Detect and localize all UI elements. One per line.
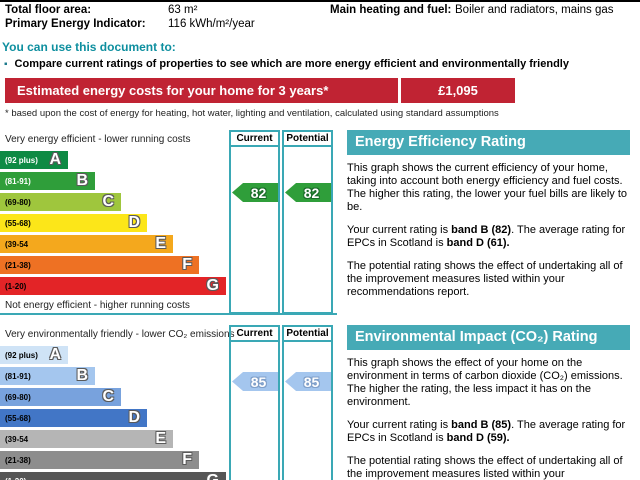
banner-divider	[398, 78, 401, 103]
co2-band-b-letter: B	[76, 367, 88, 384]
co2-potential-header: Potential	[284, 327, 331, 342]
co2-band-d-range: (55-68)	[5, 413, 31, 423]
costs-banner-amount: £1,095	[401, 78, 515, 103]
energy-potential-column: Potential 82	[282, 130, 333, 314]
energy-efficiency-chart: Very energy efficient - lower running co…	[0, 130, 337, 315]
table-top-border	[0, 0, 640, 2]
co2-band-c-letter: C	[102, 388, 114, 405]
energy-band-g-range: (1-20)	[5, 281, 27, 291]
co2-chart-top-label: Very environmentally friendly - lower CO…	[5, 329, 235, 340]
co2-impact-chart: Very environmentally friendly - lower CO…	[0, 325, 337, 480]
use-document-bullet: ▪ Compare current ratings of properties t…	[4, 58, 636, 70]
energy-efficiency-panel: Energy Efficiency Rating This graph show…	[347, 130, 630, 320]
energy-indicator-label: Primary Energy Indicator:	[5, 18, 146, 30]
co2-band-b: (81-91) B	[0, 367, 95, 385]
co2-band-c-range: (69-80)	[5, 392, 31, 402]
energy-average-band-value: band D (61).	[446, 237, 510, 249]
heating-label: Main heating and fuel:	[330, 4, 452, 16]
energy-panel-p2: Your current rating is band B (82). The …	[347, 224, 630, 250]
co2-band-e: (39-54 E	[0, 430, 173, 448]
energy-potential-header: Potential	[284, 132, 331, 147]
co2-current-band-value: band B (85)	[451, 419, 512, 431]
energy-band-e-letter: E	[155, 235, 166, 252]
energy-band-a-letter: A	[49, 151, 61, 168]
heating-value: Boiler and radiators, mains gas	[455, 4, 614, 16]
energy-band-b-letter: B	[76, 172, 88, 189]
co2-potential-arrow: 85	[285, 372, 331, 391]
energy-panel-title: Energy Efficiency Rating	[347, 130, 630, 155]
energy-band-b-range: (81-91)	[5, 176, 31, 186]
energy-chart-top-label: Very energy efficient - lower running co…	[5, 134, 191, 145]
energy-band-d-range: (55-68)	[5, 218, 31, 228]
energy-band-d: (55-68) D	[0, 214, 147, 232]
co2-current-header: Current	[231, 327, 278, 342]
cost-assumptions-footnote: * based upon the cost of energy for heat…	[5, 108, 499, 119]
co2-band-a: (92 plus) A	[0, 346, 68, 364]
co2-band-d: (55-68) D	[0, 409, 147, 427]
energy-band-c-letter: C	[102, 193, 114, 210]
co2-current-arrow: 85	[232, 372, 278, 391]
costs-banner-label: Estimated energy costs for your home for…	[5, 78, 398, 103]
co2-band-f-letter: F	[182, 451, 192, 468]
energy-band-d-letter: D	[128, 214, 140, 231]
co2-band-c: (69-80) C	[0, 388, 121, 406]
co2-band-g: (1-20) G	[0, 472, 226, 480]
energy-band-a-range: (92 plus)	[5, 155, 38, 165]
energy-band-f: (21-38) F	[0, 256, 199, 274]
energy-p2-text-1: Your current rating is	[347, 224, 452, 236]
energy-current-band-value: band B (82)	[451, 224, 512, 236]
co2-band-d-letter: D	[128, 409, 140, 426]
co2-band-a-range: (92 plus)	[5, 350, 38, 360]
co2-band-a-letter: A	[49, 346, 61, 363]
co2-impact-panel: Environmental Impact (CO₂) Rating This g…	[347, 325, 630, 480]
co2-panel-p1: This graph shows the effect of your home…	[347, 357, 623, 408]
energy-band-c-range: (69-80)	[5, 197, 31, 207]
energy-current-column: Current 82	[229, 130, 280, 314]
energy-panel-p1: This graph shows the current efficiency …	[347, 162, 628, 213]
energy-band-b: (81-91) B	[0, 172, 95, 190]
co2-band-b-range: (81-91)	[5, 371, 31, 381]
estimated-costs-banner: Estimated energy costs for your home for…	[5, 78, 515, 103]
co2-band-g-range: (1-20)	[0, 477, 26, 480]
co2-average-band-value: band D (59).	[446, 432, 510, 444]
energy-band-g: (1-20) G	[0, 277, 226, 295]
energy-band-f-letter: F	[182, 256, 192, 273]
co2-band-f-range: (21-38)	[5, 455, 31, 465]
co2-panel-p2: Your current rating is band B (85). The …	[347, 419, 630, 445]
bullet-text: Compare current ratings of properties to…	[14, 58, 569, 70]
property-summary-right: Main heating and fuel: Boiler and radiat…	[330, 3, 635, 17]
energy-chart-bottom-label: Not energy efficient - higher running co…	[5, 300, 190, 311]
co2-band-e-letter: E	[155, 430, 166, 447]
co2-panel-title: Environmental Impact (CO₂) Rating	[347, 325, 630, 350]
co2-p2-text-2: . The average rating for EPCs in Scotlan…	[347, 419, 626, 444]
co2-band-e-range: (39-54	[5, 434, 29, 444]
co2-band-f: (21-38) F	[0, 451, 199, 469]
property-summary-left: Total floor area: 63 m² Primary Energy I…	[5, 3, 325, 31]
energy-band-a: (92 plus) A	[0, 151, 68, 169]
energy-band-e: (39-54 E	[0, 235, 173, 253]
co2-panel-p3: The potential rating shows the effect of…	[347, 455, 623, 480]
co2-band-g-letter: G	[207, 473, 219, 480]
energy-band-e-range: (39-54	[5, 239, 29, 249]
energy-band-g-letter: G	[206, 277, 219, 294]
floor-area-value: 63 m²	[168, 4, 198, 16]
co2-potential-column: Potential 85	[282, 325, 333, 480]
use-document-heading: You can use this document to:	[2, 40, 176, 54]
energy-indicator-value: 116 kWh/m²/year	[168, 18, 255, 30]
energy-band-f-range: (21-38)	[5, 260, 31, 270]
floor-area-label: Total floor area:	[5, 4, 92, 16]
energy-p2-text-2: . The average rating for EPCs in Scotlan…	[347, 224, 626, 249]
co2-p2-text-1: Your current rating is	[347, 419, 452, 431]
energy-current-arrow: 82	[232, 183, 278, 202]
energy-current-header: Current	[231, 132, 278, 147]
energy-indicator-row: Primary Energy Indicator: 116 kWh/m²/yea…	[5, 17, 325, 31]
energy-panel-p3: The potential rating shows the effect of…	[347, 260, 623, 298]
floor-area-row: Total floor area: 63 m²	[5, 3, 325, 17]
energy-potential-arrow: 82	[285, 183, 331, 202]
energy-band-c: (69-80) C	[0, 193, 121, 211]
co2-current-column: Current 85	[229, 325, 280, 480]
bullet-icon: ▪	[4, 59, 8, 70]
